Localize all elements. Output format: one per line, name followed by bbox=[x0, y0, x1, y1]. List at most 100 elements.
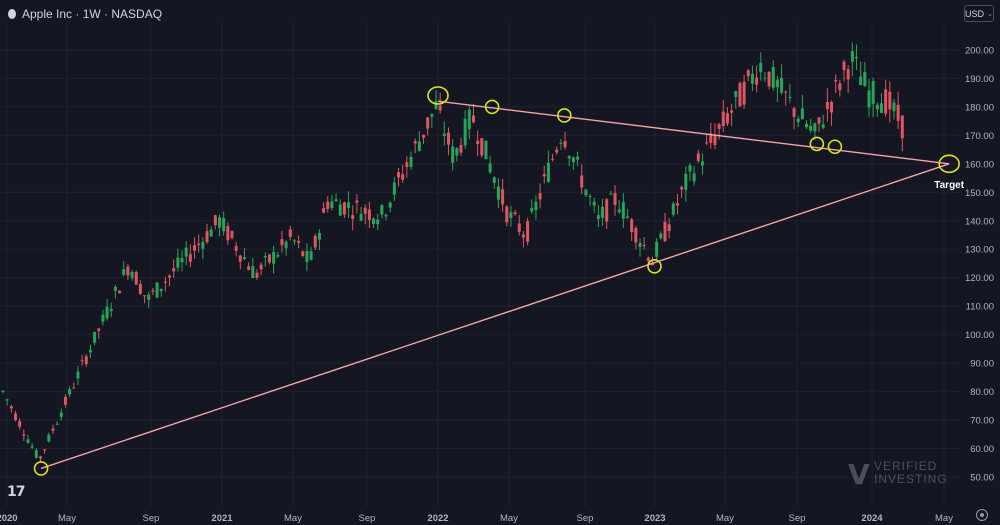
marker-circle bbox=[484, 99, 500, 115]
candle-body bbox=[451, 146, 455, 163]
target-annotation: Target bbox=[934, 180, 964, 191]
y-tick-label: 150.00 bbox=[965, 188, 994, 199]
candle-body bbox=[834, 79, 838, 82]
price-axis[interactable]: 200.00 190.00 180.00 170.00 160.00 150.00 140.… bbox=[965, 45, 994, 483]
candle-body bbox=[363, 207, 367, 214]
candle-body bbox=[721, 111, 725, 126]
candle-body bbox=[842, 61, 846, 70]
candle-body bbox=[168, 275, 172, 278]
candle-body bbox=[72, 387, 76, 389]
candle-body bbox=[163, 281, 167, 283]
candle-body bbox=[18, 421, 22, 427]
candle-body bbox=[159, 288, 163, 292]
candle-body bbox=[663, 221, 667, 242]
candle-body bbox=[621, 202, 625, 219]
candle-body bbox=[384, 214, 388, 217]
candle-body bbox=[409, 156, 413, 167]
x-tick-label: May bbox=[500, 513, 518, 524]
candle-body bbox=[80, 360, 84, 362]
candle-body bbox=[888, 91, 892, 110]
candle-body bbox=[775, 79, 779, 88]
candle-body bbox=[234, 246, 238, 251]
candle-body bbox=[455, 148, 459, 156]
candle-body bbox=[567, 156, 571, 159]
candle-body bbox=[563, 141, 567, 148]
candle-body bbox=[655, 241, 659, 257]
candle-body bbox=[426, 117, 430, 129]
candle-body bbox=[134, 272, 138, 285]
candle-body bbox=[301, 251, 305, 256]
candle-body bbox=[334, 199, 338, 202]
candle-body bbox=[646, 257, 650, 262]
marker-circle bbox=[427, 86, 449, 105]
candle-body bbox=[513, 212, 517, 215]
candle-body bbox=[488, 163, 492, 173]
candle-body bbox=[684, 173, 688, 190]
candle-body bbox=[247, 266, 251, 270]
candle-body bbox=[347, 202, 351, 208]
chevron-down-icon: ⌄ bbox=[987, 10, 993, 18]
candle-body bbox=[480, 138, 484, 156]
tradingview-logo[interactable]: 17 bbox=[7, 484, 26, 500]
candle-body bbox=[675, 203, 679, 206]
candle-body bbox=[784, 91, 788, 93]
candle-body bbox=[659, 233, 663, 239]
candle-body bbox=[38, 456, 42, 459]
candle-body bbox=[855, 57, 859, 59]
candle-body bbox=[267, 254, 271, 263]
candle-body bbox=[576, 156, 580, 160]
candle-body bbox=[9, 406, 13, 409]
apple-icon bbox=[8, 9, 16, 19]
candle-body bbox=[771, 67, 775, 88]
y-tick-label: 60.00 bbox=[970, 444, 994, 455]
candle-body bbox=[263, 256, 267, 258]
candle-body bbox=[367, 209, 371, 220]
y-tick-label: 100.00 bbox=[965, 330, 994, 341]
candle-body bbox=[476, 140, 480, 145]
y-tick-label: 190.00 bbox=[965, 74, 994, 85]
candle-body bbox=[147, 294, 151, 300]
candle-body bbox=[380, 205, 384, 215]
gear-icon[interactable] bbox=[976, 509, 988, 521]
candle-body bbox=[813, 123, 817, 132]
candle-body bbox=[63, 396, 67, 405]
candle-body bbox=[255, 272, 259, 278]
marker-circles bbox=[33, 86, 960, 476]
symbol-title: Apple Inc · 1W · NASDAQ bbox=[22, 7, 163, 21]
candle-body bbox=[230, 231, 234, 239]
candle-body bbox=[392, 182, 396, 195]
x-tick-label: Sep bbox=[359, 513, 376, 524]
candle-body bbox=[484, 140, 488, 160]
trendline-support bbox=[40, 163, 950, 470]
time-axis[interactable]: 2020 May Sep 2021 May Sep 2022 May Sep 2023 May Sep… bbox=[0, 513, 953, 524]
x-tick-label: 2021 bbox=[211, 513, 233, 524]
candle-body bbox=[530, 207, 534, 212]
candle-body bbox=[509, 212, 513, 219]
candle-body bbox=[592, 201, 596, 206]
x-tick-label: Sep bbox=[789, 513, 806, 524]
candle-body bbox=[259, 264, 263, 270]
candle-body bbox=[76, 371, 80, 379]
currency-selector[interactable]: USD ⌄ bbox=[964, 5, 994, 22]
candle-body bbox=[13, 413, 17, 421]
candle-body bbox=[88, 349, 92, 353]
candle-body bbox=[143, 295, 147, 297]
candle-body bbox=[642, 245, 646, 247]
candle-body bbox=[538, 193, 542, 200]
candle-body bbox=[875, 104, 879, 110]
candle-body bbox=[459, 144, 463, 153]
candle-body bbox=[34, 450, 38, 458]
candle-body bbox=[359, 213, 363, 221]
x-tick-label: Sep bbox=[143, 513, 160, 524]
candle-body bbox=[580, 175, 584, 188]
candle-body bbox=[526, 221, 530, 242]
candle-body bbox=[521, 234, 525, 238]
candle-body bbox=[126, 266, 130, 276]
candle-body bbox=[376, 219, 380, 225]
marker-circle bbox=[33, 461, 49, 476]
candle-body bbox=[93, 331, 97, 343]
candle-body bbox=[492, 177, 496, 183]
x-tick-label: 2020 bbox=[0, 513, 18, 524]
candle-body bbox=[317, 232, 321, 240]
